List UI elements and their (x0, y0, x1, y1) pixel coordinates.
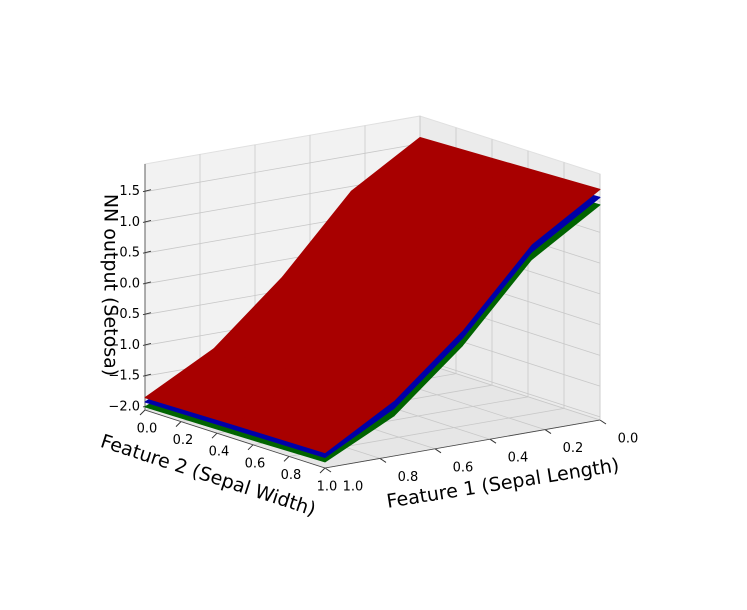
y-tick-label: 0.6 (245, 456, 266, 471)
z-tick-label: 1.0 (119, 215, 140, 230)
z-axis-label: NN output (Setosa) (100, 194, 122, 376)
y-tick-label: 0.2 (173, 433, 194, 448)
z-tick (142, 281, 152, 285)
z-tick-label: 1.5 (119, 184, 140, 199)
z-tick (142, 250, 152, 254)
x-tick (489, 438, 497, 444)
x-tick-label: 0.4 (508, 451, 529, 466)
surface-patch (234, 374, 395, 454)
grid-line (144, 143, 421, 193)
y-tick-label: 0.0 (137, 422, 158, 437)
y-tick (175, 421, 182, 427)
z-tick-label: −2.0 (108, 399, 140, 414)
y-tick (319, 467, 326, 474)
z-tick-label: −0.5 (108, 307, 140, 322)
x-tick (434, 448, 442, 454)
z-tick (142, 342, 152, 346)
y-tick-label: 1.0 (317, 480, 338, 495)
y-tick-label: 0.8 (281, 468, 302, 483)
x-tick (544, 429, 552, 435)
x-tick-label: 0.6 (453, 460, 474, 475)
x-tick (324, 467, 332, 473)
x-tick-label: 0.8 (398, 470, 419, 485)
x-tick-label: 1.0 (343, 480, 364, 495)
x-tick (599, 419, 607, 425)
y-tick (211, 432, 218, 439)
axis-line (324, 419, 601, 469)
x-tick-label: 0.2 (563, 441, 584, 456)
z-tick (142, 189, 152, 193)
y-tick-label: 0.4 (209, 445, 230, 460)
x-tick (379, 457, 387, 463)
z-tick (142, 373, 152, 377)
z-tick-label: 0.0 (119, 276, 140, 291)
z-tick-label: 0.5 (119, 246, 140, 261)
x-axis-label: Feature 1 (Sepal Length) (385, 454, 621, 513)
z-tick (142, 312, 152, 316)
z-tick-label: −1.0 (108, 338, 140, 353)
grid-line (419, 358, 601, 418)
z-tick (142, 219, 152, 223)
y-tick (139, 409, 146, 416)
y-tick (247, 444, 254, 451)
grid-line (419, 361, 601, 421)
axis-line (144, 409, 326, 469)
y-tick (283, 456, 290, 462)
x-tick-label: 0.0 (618, 432, 639, 447)
z-tick-label: −1.5 (108, 369, 140, 384)
